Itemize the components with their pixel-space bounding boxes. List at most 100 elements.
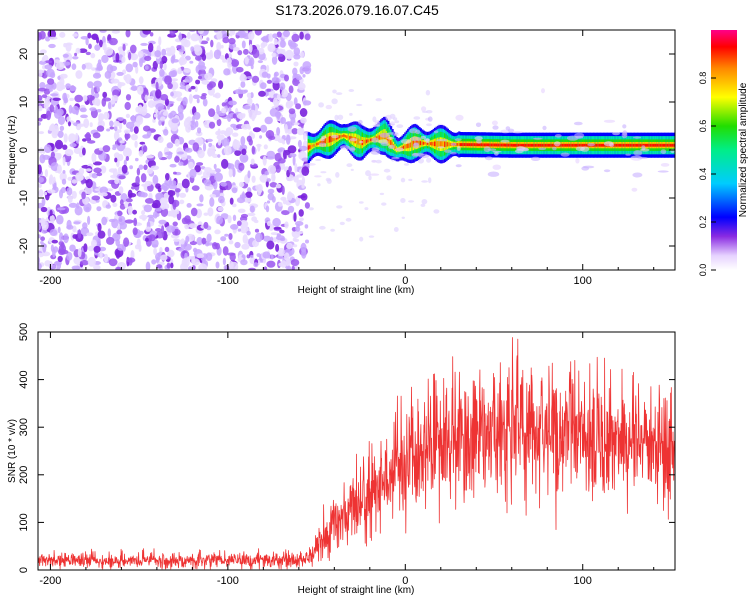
signal-cell [323,138,326,144]
noise-blob [53,182,57,191]
noise-blob [83,243,88,253]
signal-cell [551,143,555,147]
signal-cell [615,143,618,147]
noise-blob [96,125,105,132]
noise-blob [118,186,124,194]
noise-blob [75,132,79,141]
noise-blob [252,48,260,59]
signal-cell [543,143,546,147]
signal-cell [390,140,393,146]
noise-blob [335,92,343,95]
signal-cell [455,143,458,146]
noise-blob [231,30,236,36]
noise-blob [99,30,107,33]
noise-blob [122,118,127,125]
noise-blob [128,51,132,61]
noise-blob [104,47,114,56]
halo-blob [369,173,380,176]
noise-blob [63,233,69,244]
noise-blob [87,256,96,267]
noise-blob [228,240,234,245]
signal-cell [656,143,660,147]
noise-blob [189,60,194,64]
noise-blob [38,223,41,231]
noise-blob [73,147,82,155]
noise-blob [51,264,57,270]
noise-blob [38,189,44,198]
signal-cell [517,143,520,147]
halo-blob [455,164,462,168]
noise-blob [257,47,265,55]
halo-blob [631,187,638,192]
noise-blob [97,59,102,65]
signal-cell [530,143,533,147]
noise-blob [271,52,277,58]
noise-blob [61,178,67,185]
signal-cell [553,143,556,147]
halo-blob [374,120,381,127]
signal-cell [499,143,502,147]
halo-blob [487,171,500,177]
noise-blob [149,32,154,37]
signal-cell [601,143,604,147]
noise-blob [241,40,246,49]
noise-blob [284,252,290,261]
signal-cell [618,143,621,147]
signal-cell [515,143,518,147]
signal-cell [441,141,444,148]
signal-cell [520,143,523,147]
noise-blob [278,253,285,257]
noise-blob [285,134,291,145]
signal-cell [526,143,529,147]
noise-blob [192,142,200,152]
halo-blob [622,130,628,137]
signal-cell [540,143,543,147]
noise-blob [38,117,43,122]
halo-blob [474,136,483,141]
signal-cell [597,143,600,147]
noise-blob [157,136,164,144]
noise-blob [223,265,228,270]
signal-cell [673,143,675,147]
noise-blob [216,41,222,52]
noise-blob [297,82,306,91]
noise-blob [291,33,300,43]
halo-blob [385,114,392,121]
signal-cell [445,141,448,147]
noise-blob [91,67,96,71]
noise-blob [99,186,109,195]
noise-blob [69,244,76,252]
noise-blob [236,66,244,73]
noise-blob [261,71,269,78]
signal-cell [666,143,669,147]
signal-cell [523,143,526,147]
noise-blob [273,226,282,230]
noise-blob [135,157,139,162]
noise-blob [203,221,209,229]
noise-blob [417,157,424,164]
noise-blob [92,72,102,79]
noise-blob [280,260,287,268]
noise-blob [394,120,400,124]
noise-blob [209,197,215,207]
halo-blob [314,175,322,178]
noise-blob [87,245,95,252]
noise-blob [201,237,207,245]
noise-blob [153,247,158,256]
noise-blob [237,228,242,232]
noise-blob [189,168,197,179]
signal-cell [631,143,634,147]
signal-cell [637,143,640,147]
noise-blob [172,221,178,227]
noise-blob [263,144,268,150]
noise-blob [83,118,90,129]
noise-blob [93,92,100,99]
signal-cell [357,138,360,145]
noise-blob [256,143,262,148]
noise-blob [359,236,364,242]
noise-blob [162,111,169,116]
noise-blob [214,168,221,173]
signal-cell [442,141,445,148]
signal-cell [567,143,570,147]
noise-blob [164,178,173,186]
